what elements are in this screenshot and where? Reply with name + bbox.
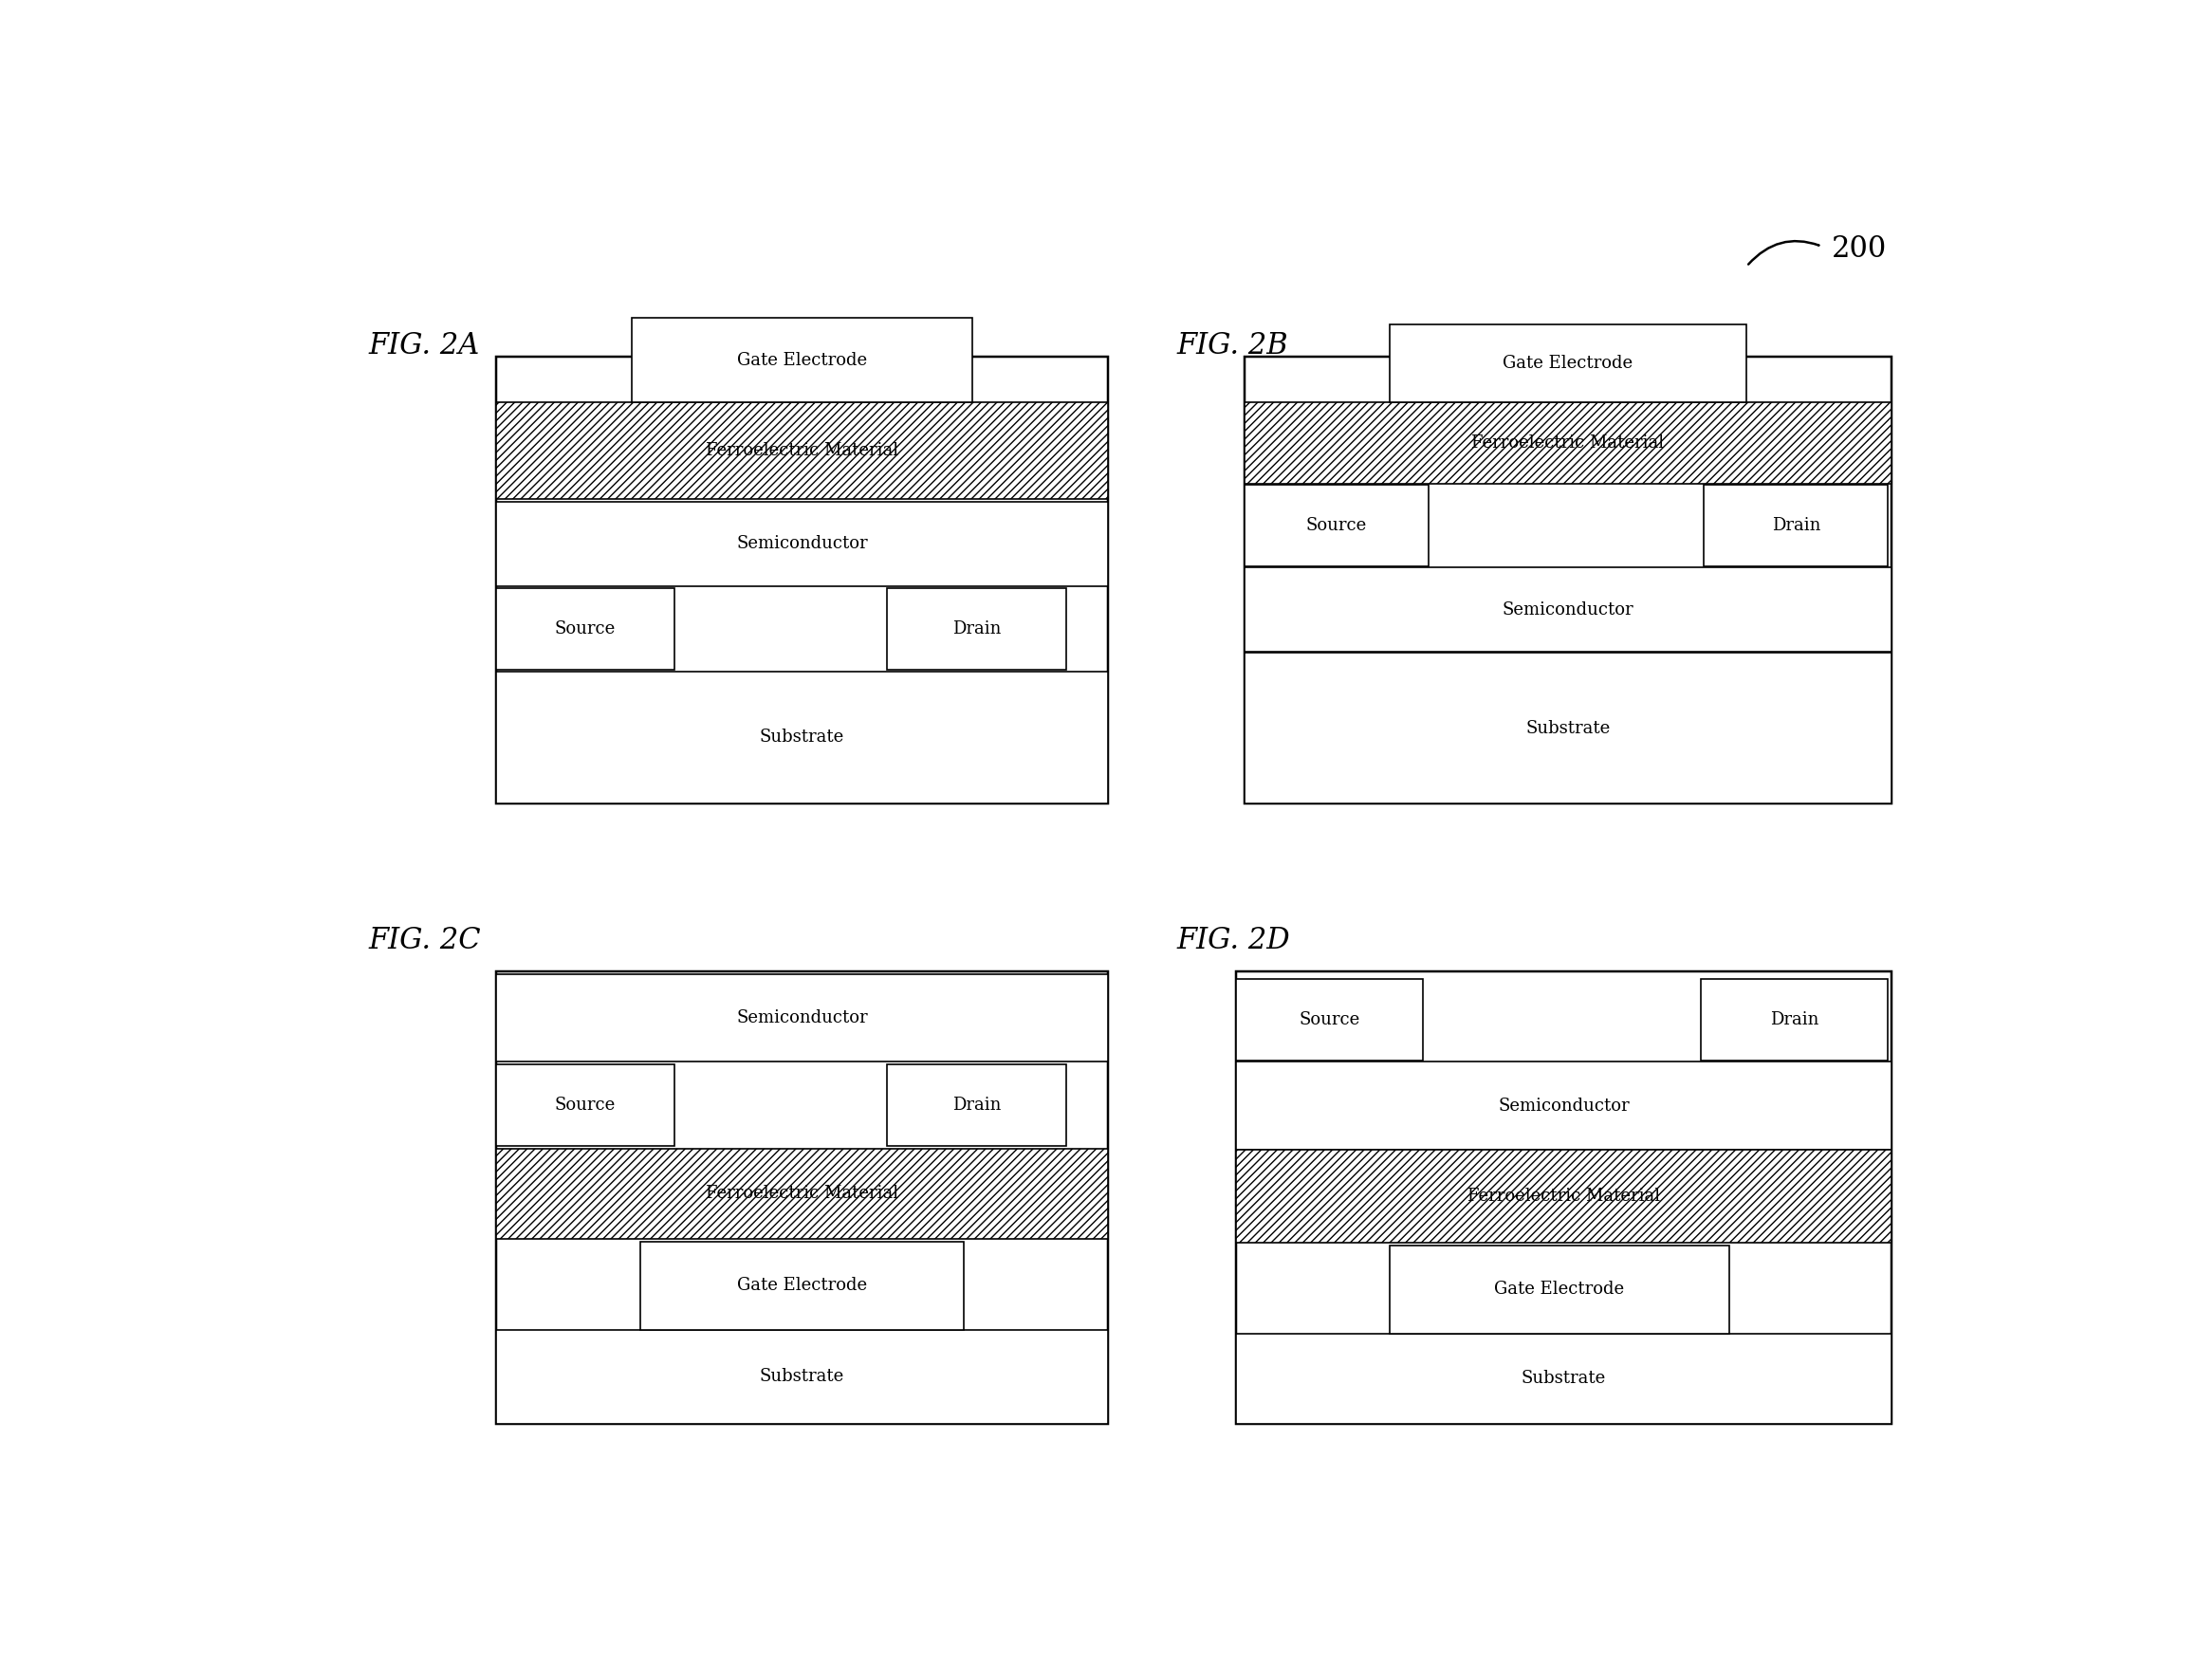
Bar [632,318,973,402]
Text: Drain: Drain [1770,1011,1818,1028]
Text: Substrate: Substrate [760,1368,845,1386]
Text: Source: Source [556,620,615,638]
Bar [1245,654,1891,803]
Bar [1236,1062,1891,1149]
Text: FIG. 2B: FIG. 2B [1177,331,1289,361]
Text: Substrate: Substrate [1526,719,1610,736]
Text: Drain: Drain [953,620,1001,638]
Text: Gate Electrode: Gate Electrode [738,1277,867,1294]
Text: Ferroelectric Material: Ferroelectric Material [1467,1188,1660,1205]
Text: Semiconductor: Semiconductor [736,536,867,553]
Text: Semiconductor: Semiconductor [1498,1097,1629,1114]
Bar [1390,324,1746,402]
Bar [496,974,1109,1062]
Bar [641,1242,964,1329]
Bar [1245,486,1427,566]
Text: FIG. 2C: FIG. 2C [369,926,481,956]
Bar [496,502,1109,586]
Bar [1236,1149,1891,1243]
Text: Ferroelectric Material: Ferroelectric Material [705,442,898,459]
FancyArrowPatch shape [1748,240,1818,264]
Text: Source: Source [1307,517,1366,534]
Bar [1700,979,1889,1060]
Bar [1390,1245,1730,1334]
Bar [1236,1334,1891,1425]
Text: Substrate: Substrate [760,729,845,746]
Text: Ferroelectric Material: Ferroelectric Material [705,1186,898,1203]
Bar [1704,486,1889,566]
Text: Ferroelectric Material: Ferroelectric Material [1471,435,1665,452]
Text: Semiconductor: Semiconductor [736,1010,867,1026]
Bar [496,971,1109,1425]
Bar [1245,356,1891,803]
Text: Drain: Drain [953,1097,1001,1114]
Bar [496,402,1109,499]
Bar [887,1065,1065,1146]
Text: Source: Source [1300,1011,1359,1028]
Text: FIG. 2A: FIG. 2A [369,331,479,361]
Bar [496,588,674,670]
Bar [496,1065,674,1146]
Text: FIG. 2D: FIG. 2D [1177,926,1289,956]
Text: Semiconductor: Semiconductor [1502,601,1634,618]
Bar [496,356,1109,803]
Text: Gate Electrode: Gate Electrode [1502,354,1634,371]
Bar [887,588,1065,670]
Bar [1245,402,1891,484]
Text: Source: Source [556,1097,615,1114]
Text: 200: 200 [1831,234,1886,264]
Bar [1236,971,1891,1425]
Bar [496,1329,1109,1425]
Bar [1245,568,1891,652]
Bar [1236,979,1423,1060]
Text: Substrate: Substrate [1522,1371,1605,1388]
Text: Drain: Drain [1772,517,1820,534]
Text: Gate Electrode: Gate Electrode [738,351,867,368]
Text: Gate Electrode: Gate Electrode [1495,1280,1625,1299]
Bar [496,1149,1109,1240]
Bar [496,672,1109,803]
